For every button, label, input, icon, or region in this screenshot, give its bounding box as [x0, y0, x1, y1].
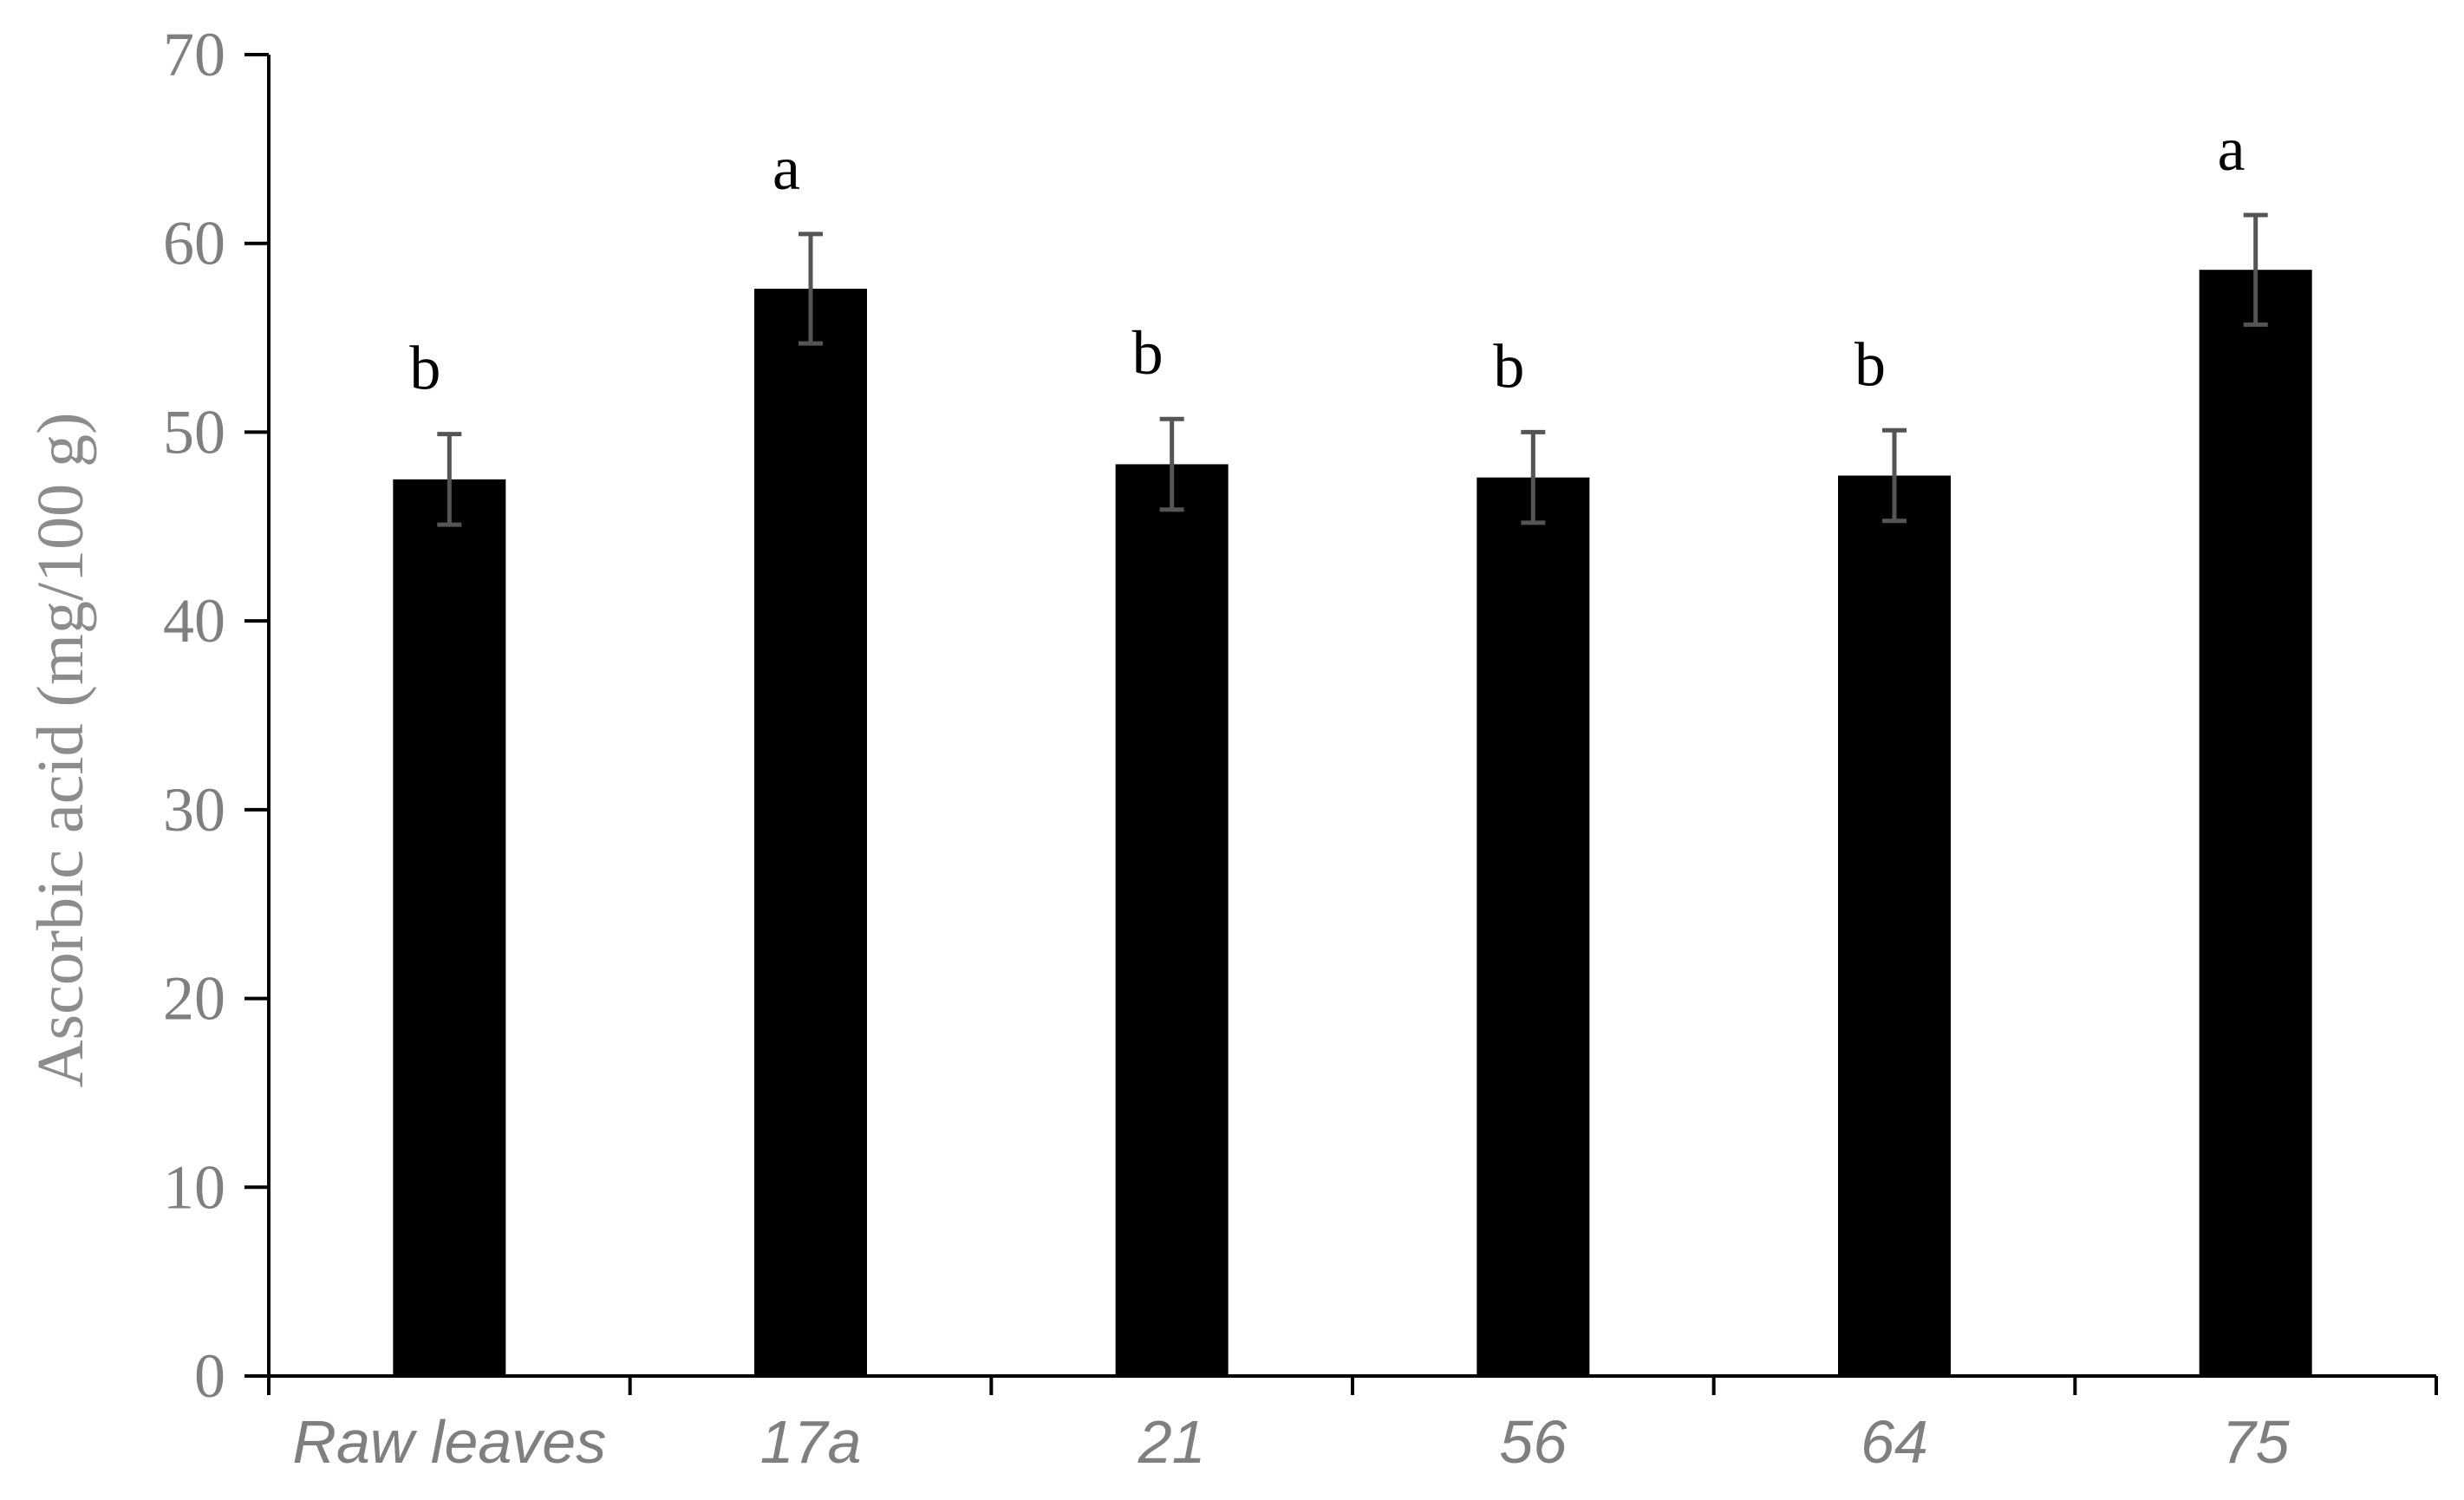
y-tick-label: 30 [163, 775, 225, 845]
y-tick-label: 40 [163, 586, 225, 655]
bar [2199, 270, 2312, 1376]
significance-letter: a [2218, 114, 2246, 184]
significance-letter: b [1132, 318, 1164, 388]
y-axis-label: Ascorbic acid (mg/100 g) [24, 413, 97, 1088]
y-tick-label: 10 [163, 1152, 225, 1222]
x-tick-label: 17a [760, 1408, 862, 1476]
significance-letter: a [772, 134, 800, 203]
x-tick-label: 56 [1499, 1408, 1567, 1476]
y-tick-label: 60 [163, 209, 225, 278]
bar [1115, 464, 1229, 1377]
x-tick-label: 64 [1861, 1408, 1928, 1476]
bar [1838, 475, 1951, 1376]
bars [393, 270, 2312, 1377]
error-bar [2243, 212, 2268, 327]
error-bar [1521, 429, 1546, 525]
significance-labels: b a b b b a [409, 114, 2245, 403]
y-tick-label: 20 [163, 964, 225, 1034]
bar [393, 479, 506, 1376]
x-tick-label: Raw leaves [292, 1408, 606, 1476]
error-bar [437, 432, 462, 527]
y-axis-ticks: 0 10 20 30 40 50 60 70 [163, 20, 269, 1411]
error-bar [799, 232, 823, 346]
significance-letter: b [409, 334, 440, 403]
bar [754, 288, 867, 1377]
significance-letter: b [1855, 329, 1886, 399]
y-tick-label: 50 [163, 397, 225, 466]
error-bars [437, 212, 2268, 527]
x-tick-label: 21 [1137, 1408, 1206, 1476]
x-axis-ticks: Raw leaves 17a 21 56 64 75 [267, 1376, 2438, 1476]
error-bar [1882, 427, 1907, 524]
significance-letter: b [1493, 331, 1524, 401]
bar [1476, 477, 1590, 1377]
x-tick-label: 75 [2222, 1408, 2291, 1476]
y-tick-label: 0 [194, 1341, 225, 1411]
error-bar [1159, 416, 1184, 512]
y-tick-label: 70 [163, 20, 225, 89]
